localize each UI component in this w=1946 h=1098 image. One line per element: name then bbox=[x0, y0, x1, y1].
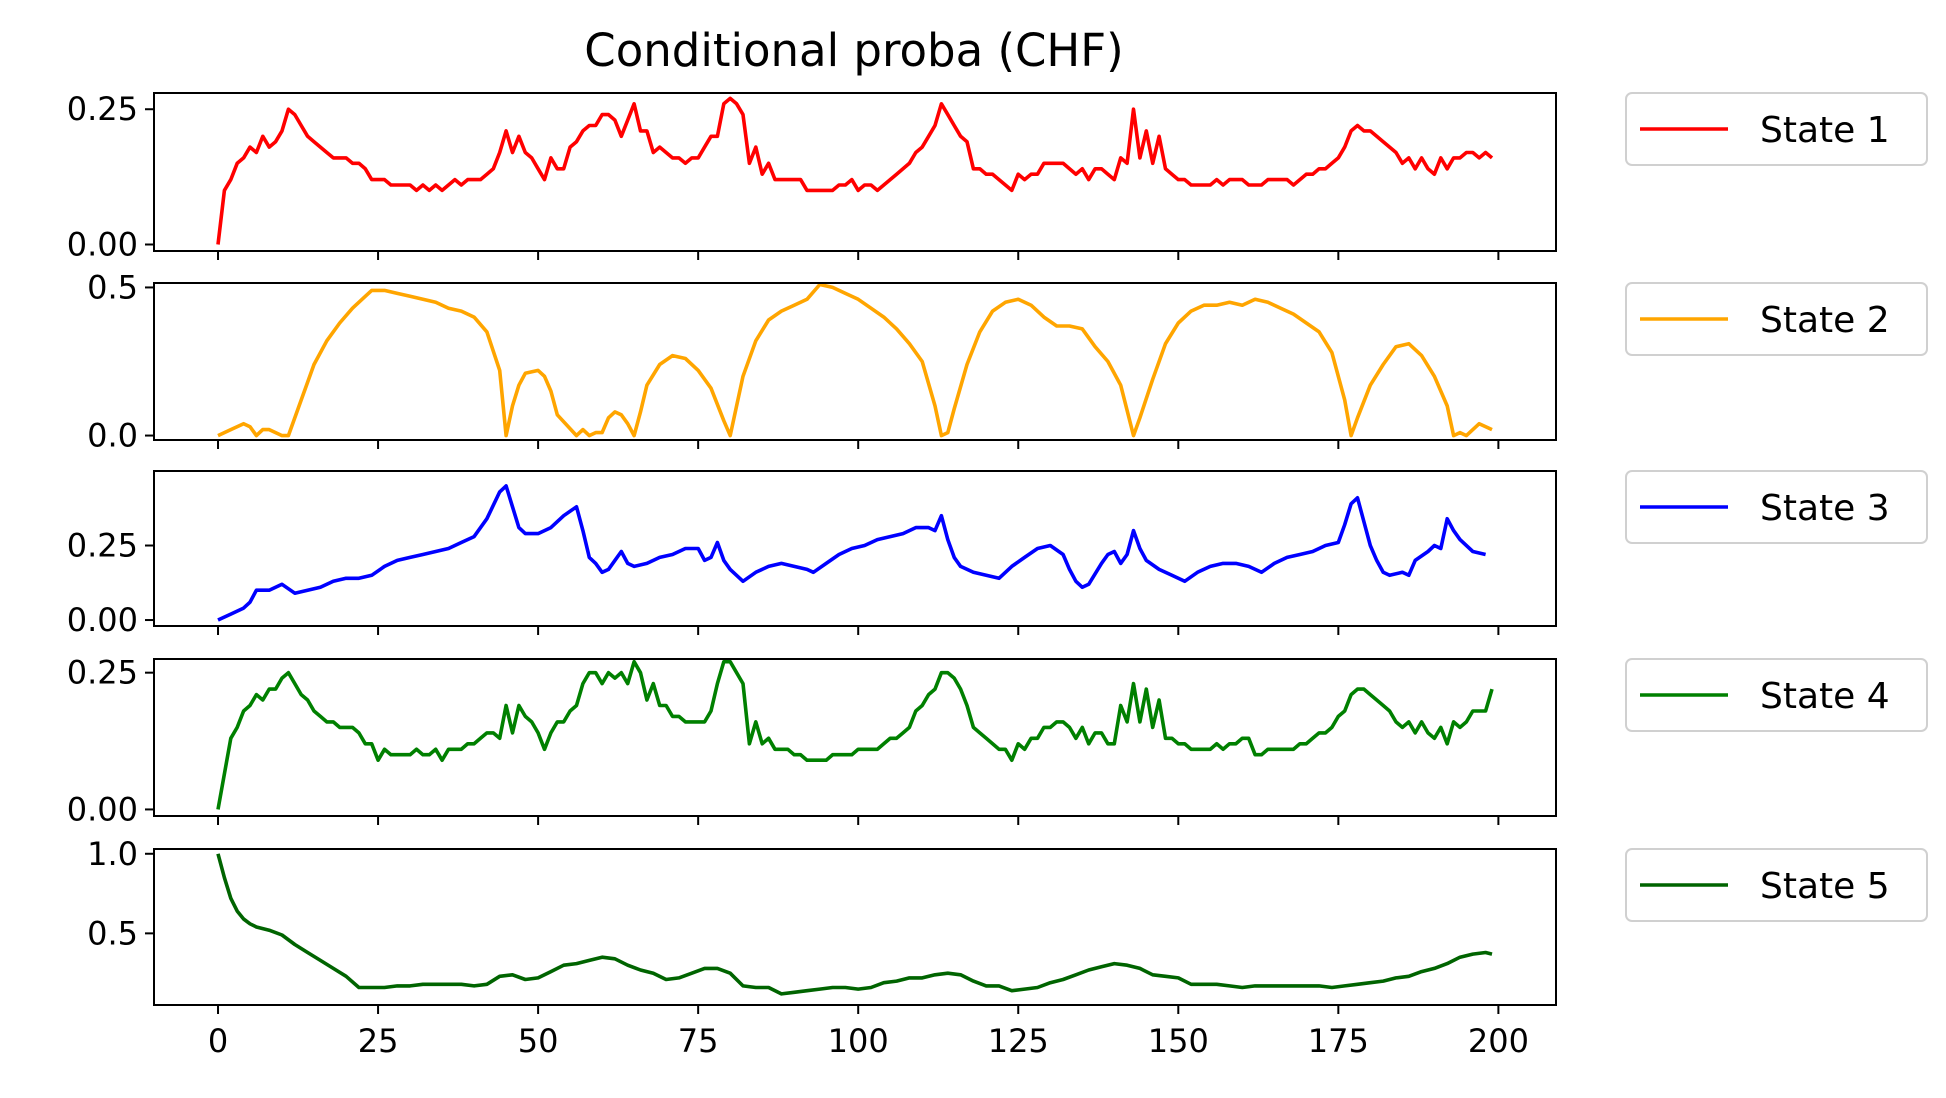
axes-frame bbox=[153, 848, 1557, 1006]
series-line-state-5 bbox=[216, 853, 1493, 996]
x-tick-label: 50 bbox=[518, 1022, 559, 1060]
x-tick-label: 200 bbox=[1468, 1022, 1529, 1060]
legend-state-1: State 1 bbox=[1625, 92, 1928, 166]
y-tick-label: 0.00 bbox=[67, 790, 138, 828]
subplot-3: 0.00 0.25 bbox=[67, 470, 1557, 639]
legend-box bbox=[1625, 470, 1928, 544]
legend-box bbox=[1625, 658, 1928, 732]
subplot-2: 0.0 0.5 bbox=[87, 268, 1557, 455]
y-tick-label: 0.25 bbox=[67, 90, 138, 128]
legend-label: State 1 bbox=[1760, 110, 1890, 151]
legend-state-4: State 4 bbox=[1625, 658, 1928, 732]
axes-frame bbox=[153, 282, 1557, 441]
y-tick-label: 1.0 bbox=[87, 835, 138, 873]
subplots: 0.00 0.25 0.0 0.5 0.00 0.25 0.00 0.25 0 25 50 75 100… bbox=[67, 90, 1557, 1060]
legend-label: State 3 bbox=[1760, 488, 1890, 529]
x-tick-label: 25 bbox=[358, 1022, 399, 1060]
legends: State 1 State 2 State 3 State 4 State 5 bbox=[1625, 92, 1928, 922]
legend-label: State 4 bbox=[1760, 676, 1890, 717]
axes-frame bbox=[153, 658, 1557, 817]
y-tick-label: 0.25 bbox=[67, 527, 138, 565]
y-tick-label: 0.00 bbox=[67, 601, 138, 639]
y-tick-label: 0.0 bbox=[87, 417, 138, 455]
y-tick-label: 0.00 bbox=[67, 226, 138, 264]
series-line-state-4 bbox=[216, 659, 1494, 810]
legend-state-2: State 2 bbox=[1625, 282, 1928, 356]
legend-state-5: State 5 bbox=[1625, 848, 1928, 922]
y-tick-label: 0.25 bbox=[67, 654, 138, 692]
series-line-state-2 bbox=[217, 282, 1493, 438]
legend-box bbox=[1625, 282, 1928, 356]
x-tick-label: 175 bbox=[1308, 1022, 1369, 1060]
subplot-1: 0.00 0.25 bbox=[67, 90, 1557, 264]
axes-frame bbox=[153, 470, 1557, 627]
series-line-state-3 bbox=[217, 484, 1487, 622]
x-tick-label: 75 bbox=[678, 1022, 719, 1060]
y-tick-label: 0.5 bbox=[87, 268, 138, 306]
x-tick-label: 100 bbox=[828, 1022, 889, 1060]
x-tick-label: 125 bbox=[988, 1022, 1049, 1060]
x-tick-label: 150 bbox=[1148, 1022, 1209, 1060]
series-line-state-1 bbox=[216, 96, 1494, 245]
x-tick-label: 0 bbox=[208, 1022, 228, 1060]
y-tick-label: 0.5 bbox=[87, 914, 138, 952]
legend-box bbox=[1625, 848, 1928, 922]
chart-title: Conditional proba (CHF) bbox=[584, 24, 1123, 77]
legend-label: State 2 bbox=[1760, 300, 1890, 341]
legend-label: State 5 bbox=[1760, 866, 1890, 907]
legend-box bbox=[1625, 92, 1928, 166]
axes-frame bbox=[153, 92, 1557, 252]
subplot-4: 0.00 0.25 bbox=[67, 654, 1557, 828]
subplot-5: 0 25 50 75 100 125 150 175 200 0.5 1.0 bbox=[87, 835, 1557, 1060]
legend-state-3: State 3 bbox=[1625, 470, 1928, 544]
